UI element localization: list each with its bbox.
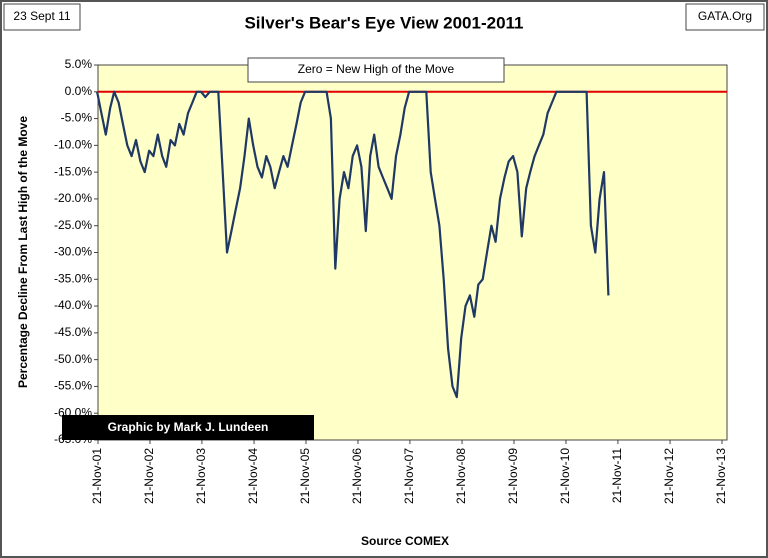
x-axis-label: Source COMEX (361, 534, 449, 548)
y-tick-label: -50.0% (54, 352, 92, 366)
x-tick-label: 21-Nov-09 (506, 448, 520, 504)
annotation: Zero = New High of the Move (298, 62, 455, 76)
y-tick-label: 0.0% (65, 84, 93, 98)
date-box (3, 3, 81, 31)
x-tick-label: 21-Nov-06 (350, 448, 364, 504)
data-line (96, 90, 610, 399)
x-tick-label: 21-Nov-02 (142, 448, 156, 504)
y-tick-label: -10.0% (54, 138, 92, 152)
x-tick-label: 21-Nov-07 (402, 448, 416, 504)
date-label: 23 Sept 11 (13, 9, 70, 23)
y-tick-label: -25.0% (54, 218, 92, 232)
site-box (685, 3, 765, 31)
x-tick-label: 21-Nov-12 (662, 448, 676, 504)
y-tick-label: -5.0% (61, 111, 93, 125)
credit: Graphic by Mark J. Lundeen (108, 420, 269, 434)
y-tick-label: -40.0% (54, 298, 92, 312)
y-tick-label: -20.0% (54, 191, 92, 205)
x-tick-label: 21-Nov-13 (714, 448, 728, 504)
x-tick-label: 21-Nov-01 (90, 448, 104, 504)
plot-area (97, 64, 728, 441)
y-axis-label: Percentage Decline From Last High of the… (16, 116, 30, 388)
x-tick-label: 21-Nov-04 (246, 448, 260, 504)
site-label: GATA.Org (698, 9, 752, 23)
chart-title: Silver's Bear's Eye View 2001-2011 (244, 13, 523, 32)
x-tick-label: 21-Nov-10 (558, 448, 572, 504)
y-tick-label: -35.0% (54, 271, 92, 285)
y-tick-label: -15.0% (54, 164, 92, 178)
annotation-box (247, 57, 505, 83)
y-tick-label: -30.0% (54, 245, 92, 259)
y-tick-label: -45.0% (54, 325, 92, 339)
credit-box (62, 415, 314, 440)
x-tick-label: 21-Nov-08 (454, 448, 468, 504)
x-tick-label: 21-Nov-05 (298, 448, 312, 504)
y-tick-label: 5.0% (65, 57, 93, 71)
x-tick-label: 21-Nov-11 (610, 448, 624, 503)
x-tick-label: 21-Nov-03 (194, 448, 208, 504)
y-tick-label: -55.0% (54, 379, 92, 393)
